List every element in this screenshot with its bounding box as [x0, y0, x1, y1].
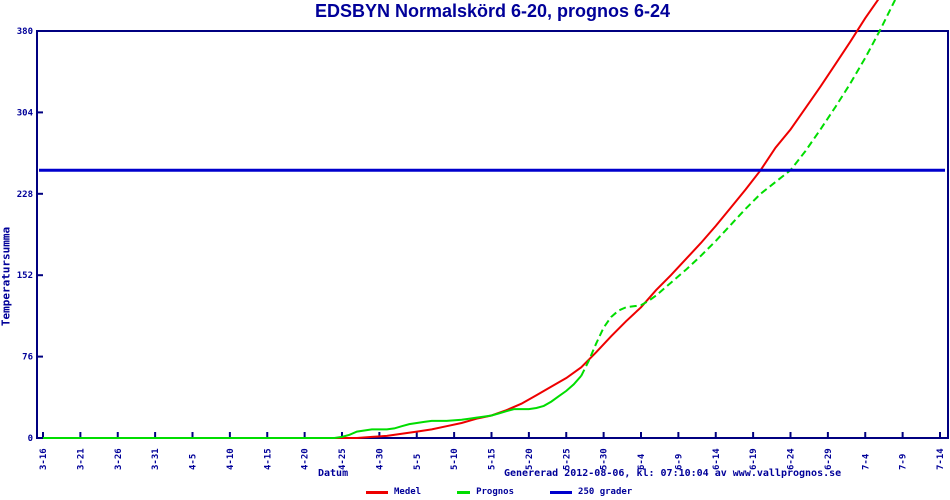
x-tick-label: 4-5: [189, 454, 199, 470]
x-tick-label: 7-14: [936, 448, 946, 470]
x-tick-label: 4-10: [226, 448, 236, 470]
axis-frame: [36, 30, 949, 439]
y-tick-label: 76: [22, 353, 33, 363]
x-tick-label: 5-10: [450, 448, 460, 470]
y-tick-label: 0: [28, 434, 33, 444]
x-tick-label: 5-20: [525, 448, 535, 470]
y-tick-label: 380: [17, 27, 33, 37]
medel-line-swatch: [366, 490, 388, 494]
legend-label-medel: Medel: [394, 487, 422, 497]
generated-timestamp: Genererad 2012-08-06, kl: 07:10:04 av ww…: [504, 468, 842, 479]
x-tick-label: 3-16: [39, 448, 49, 470]
chart-title: EDSBYN Normalskörd 6-20, prognos 6-24: [314, 1, 671, 21]
legend-label-threshold: 250 grader: [578, 487, 633, 497]
y-tick-label: 228: [17, 190, 33, 200]
legend-label-prognos: Prognos: [476, 487, 515, 497]
x-tick-label: 6-4: [637, 453, 647, 470]
x-tick-label: 6-24: [787, 448, 797, 470]
y-tick-label: 152: [17, 271, 33, 281]
y-tick-label: 304: [17, 108, 34, 118]
x-tick-label: 7-4: [861, 453, 871, 470]
x-tick-label: 6-29: [824, 448, 834, 470]
x-tick-label: 6-19: [749, 448, 759, 470]
x-tick-label: 6-14: [712, 448, 722, 470]
x-axis-title: Datum: [318, 468, 349, 479]
x-tick-label: 4-25: [338, 448, 348, 470]
y-axis-title: Temperatursumma: [0, 226, 13, 327]
legend: Medel Prognos 250 grader: [366, 486, 632, 498]
x-tick-label: 7-9: [899, 454, 909, 470]
x-tick-label: 4-20: [301, 448, 311, 470]
x-tick-label: 5-5: [413, 454, 423, 470]
prognos-line-swatch: [457, 490, 471, 494]
x-tick-label: 5-30: [600, 448, 610, 470]
x-tick-label: 5-25: [562, 448, 572, 470]
prognos-series-line-solid: [43, 375, 582, 439]
medel-series-line: [43, 0, 880, 439]
prognos-series-line-dashed: [580, 0, 896, 377]
x-tick-label: 3-21: [76, 448, 86, 470]
x-tick-label: 5-15: [488, 448, 498, 470]
threshold-line-swatch: [550, 490, 573, 494]
x-tick-label: 3-31: [151, 448, 161, 470]
x-tick-label: 6-9: [674, 454, 684, 470]
x-tick-label: 3-26: [114, 448, 124, 470]
x-tick-label: 4-15: [263, 448, 273, 470]
x-tick-label: 4-30: [375, 448, 385, 470]
